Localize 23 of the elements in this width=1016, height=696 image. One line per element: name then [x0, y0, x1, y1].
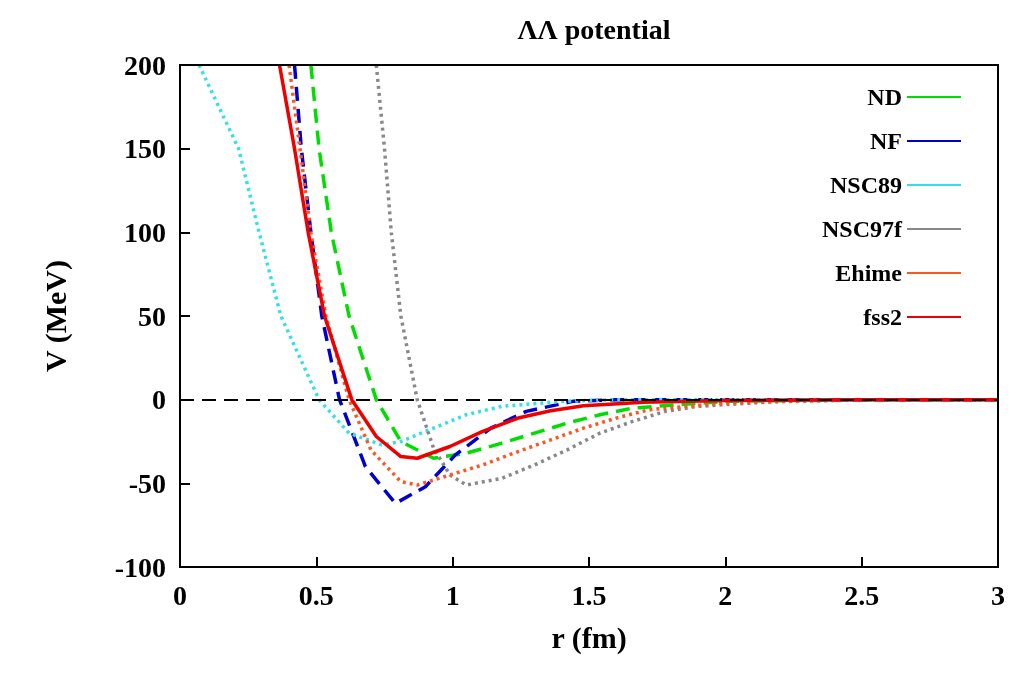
x-tick-label: 0 [173, 579, 187, 611]
x-tick-label: 1.5 [571, 579, 607, 611]
x-tick-label: 1 [445, 579, 460, 611]
y-axis-title: V (MeV) [38, 260, 73, 372]
y-tick-label: -100 [114, 551, 166, 583]
y-tick-label: 50 [138, 300, 166, 332]
legend-label: ND [867, 84, 902, 110]
y-tick-label: 100 [124, 216, 166, 248]
legend-label: fss2 [863, 304, 902, 330]
y-tick-label: 150 [124, 133, 166, 165]
y-tick-label: -50 [128, 467, 166, 499]
legend-label: NF [870, 128, 902, 154]
y-tick-label: 200 [124, 49, 166, 81]
x-axis-title: r (fm) [551, 620, 627, 655]
legend-label: NSC97f [821, 216, 903, 242]
legend-label: NSC89 [829, 172, 902, 198]
chart-title: ΛΛ potential [517, 13, 671, 45]
legend-label: Ehime [835, 260, 903, 286]
x-tick-label: 3 [991, 579, 1005, 611]
x-tick-label: 2 [718, 579, 733, 611]
x-tick-label: 2.5 [844, 579, 880, 611]
x-tick-label: 0.5 [298, 579, 334, 611]
y-tick-label: 0 [152, 384, 166, 416]
